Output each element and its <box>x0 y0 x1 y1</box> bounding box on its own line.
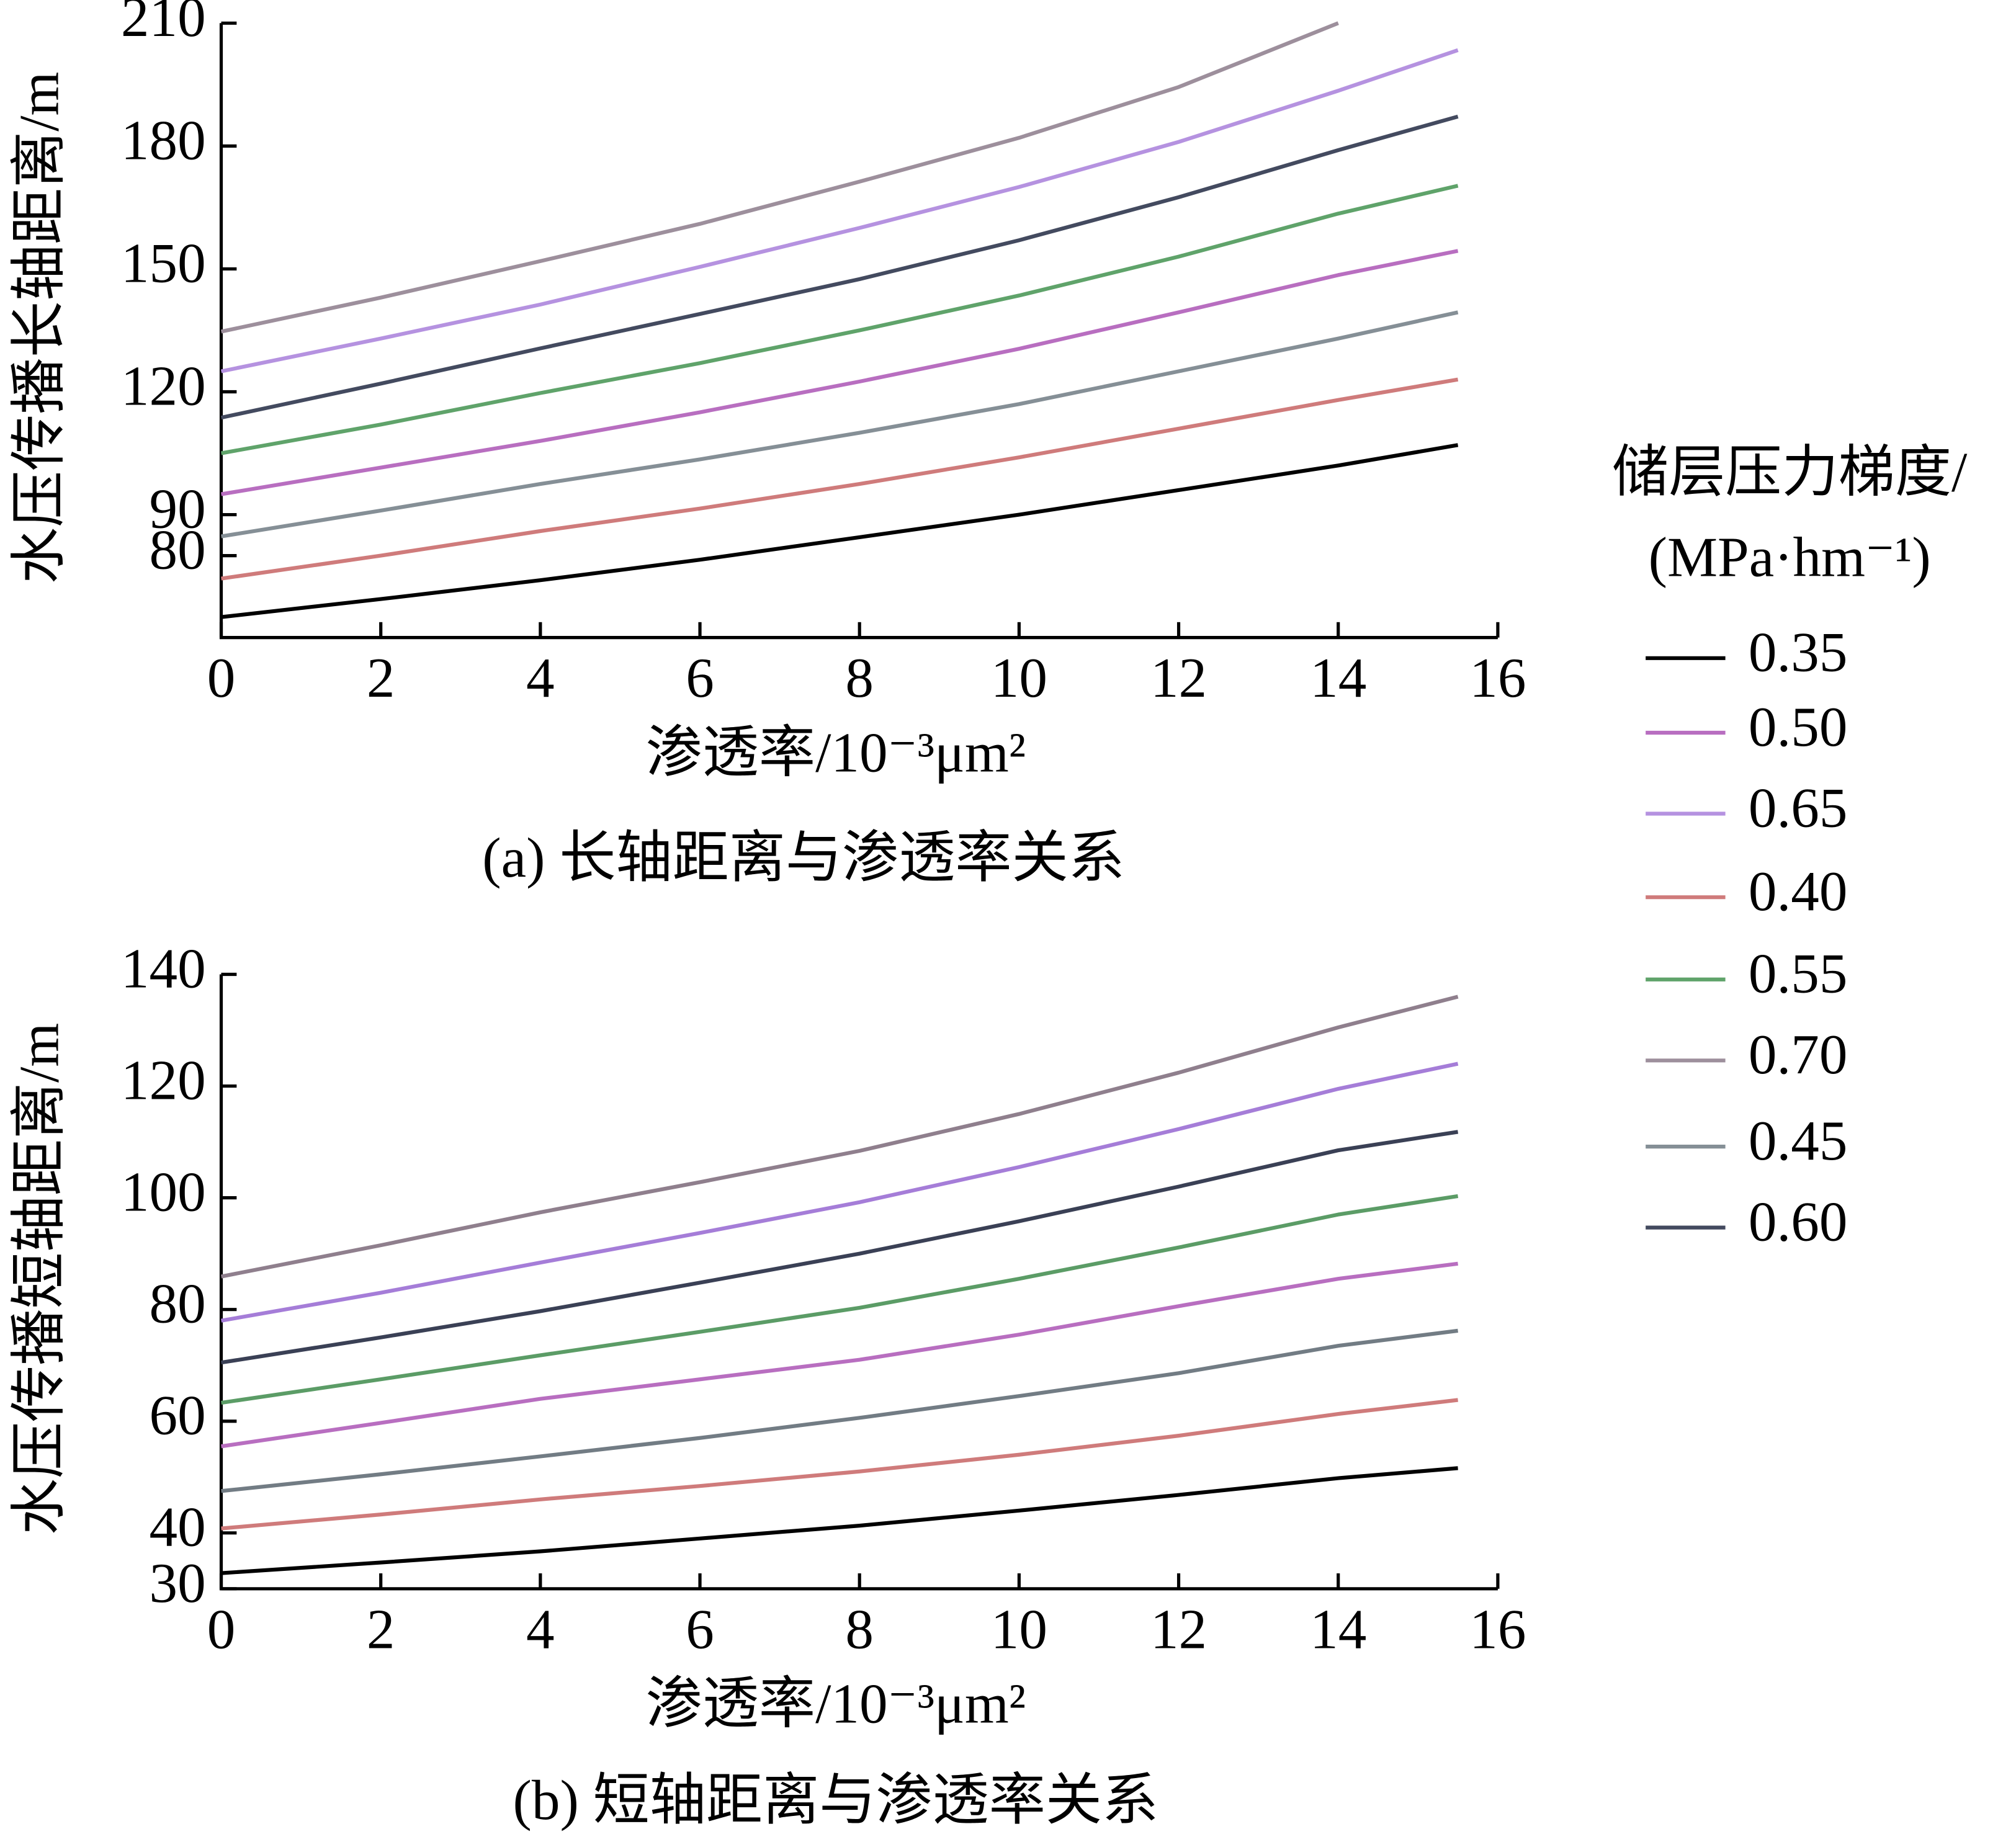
x-axis-label: 渗透率/10⁻³μm² <box>646 1673 1026 1735</box>
series-line <box>220 1062 1459 1323</box>
y-axis-label: 水压传播长轴距离/m <box>8 72 71 584</box>
x-tick-label: 16 <box>1469 646 1526 709</box>
series-line <box>220 995 1459 1279</box>
series-line <box>220 184 1459 455</box>
legend-label: 0.65 <box>1749 776 1848 839</box>
x-tick-label: 0 <box>207 646 236 709</box>
y-tick-label: 120 <box>121 354 206 417</box>
x-tick-label: 0 <box>207 1598 236 1660</box>
y-tick-label: 80 <box>149 1272 205 1335</box>
x-tick-label: 8 <box>845 1598 874 1660</box>
x-tick-label: 10 <box>991 646 1047 709</box>
y-tick-label: 80 <box>149 519 205 581</box>
x-tick-label: 14 <box>1310 646 1366 709</box>
x-axis-label: 渗透率/10⁻³μm² <box>646 721 1026 784</box>
legend-label: 0.45 <box>1749 1109 1848 1172</box>
x-tick-label: 6 <box>686 1598 714 1660</box>
series-line <box>220 114 1459 420</box>
series-line <box>221 443 1459 619</box>
x-tick-label: 12 <box>1150 646 1207 709</box>
caption: (b) 短轴距离与渗透率关系 <box>513 1769 1159 1831</box>
x-tick-label: 4 <box>526 646 555 709</box>
y-tick-label: 100 <box>121 1161 206 1223</box>
x-tick-label: 2 <box>367 1598 395 1660</box>
series-line <box>221 1328 1458 1493</box>
y-tick-label: 210 <box>121 0 206 48</box>
legend-label: 0.55 <box>1749 942 1848 1005</box>
y-tick-label: 60 <box>149 1384 205 1447</box>
x-tick-label: 16 <box>1469 1598 1526 1660</box>
series-line <box>221 310 1459 539</box>
x-tick-label: 6 <box>686 646 714 709</box>
legend-title: (MPa·hm⁻¹) <box>1649 525 1931 588</box>
caption: (a) 长轴距离与渗透率关系 <box>482 826 1125 889</box>
x-tick-label: 2 <box>367 646 395 709</box>
series-line <box>221 1398 1458 1531</box>
y-tick-label: 140 <box>121 937 206 999</box>
y-tick-label: 30 <box>149 1552 205 1614</box>
series-line <box>220 48 1459 373</box>
x-tick-label: 4 <box>526 1598 555 1660</box>
axes <box>219 23 1498 640</box>
legend-label: 0.40 <box>1749 860 1848 923</box>
x-tick-label: 8 <box>845 646 874 709</box>
x-tick-label: 12 <box>1150 1598 1207 1660</box>
y-tick-label: 120 <box>121 1048 206 1111</box>
y-tick-label: 40 <box>149 1496 205 1558</box>
y-tick-label: 150 <box>121 231 206 294</box>
x-tick-label: 10 <box>991 1598 1047 1660</box>
y-tick-label: 180 <box>121 109 206 171</box>
series-line <box>221 1466 1458 1575</box>
series-line <box>221 1194 1459 1405</box>
series-line <box>220 249 1459 496</box>
series-line <box>221 1130 1459 1365</box>
series-line <box>220 21 1339 334</box>
y-tick-label: 90 <box>149 478 205 540</box>
series-line <box>221 1261 1458 1449</box>
series-line <box>221 377 1459 581</box>
legend-title: 储层压力梯度/ <box>1612 441 1968 504</box>
axes <box>219 974 1498 1591</box>
y-axis-label: 水压传播短轴距离/m <box>8 1023 71 1535</box>
x-tick-label: 14 <box>1310 1598 1366 1660</box>
legend-label: 0.60 <box>1749 1191 1848 1253</box>
legend-label: 0.35 <box>1749 621 1848 684</box>
legend-label: 0.50 <box>1749 695 1848 758</box>
legend-label: 0.70 <box>1749 1023 1848 1086</box>
